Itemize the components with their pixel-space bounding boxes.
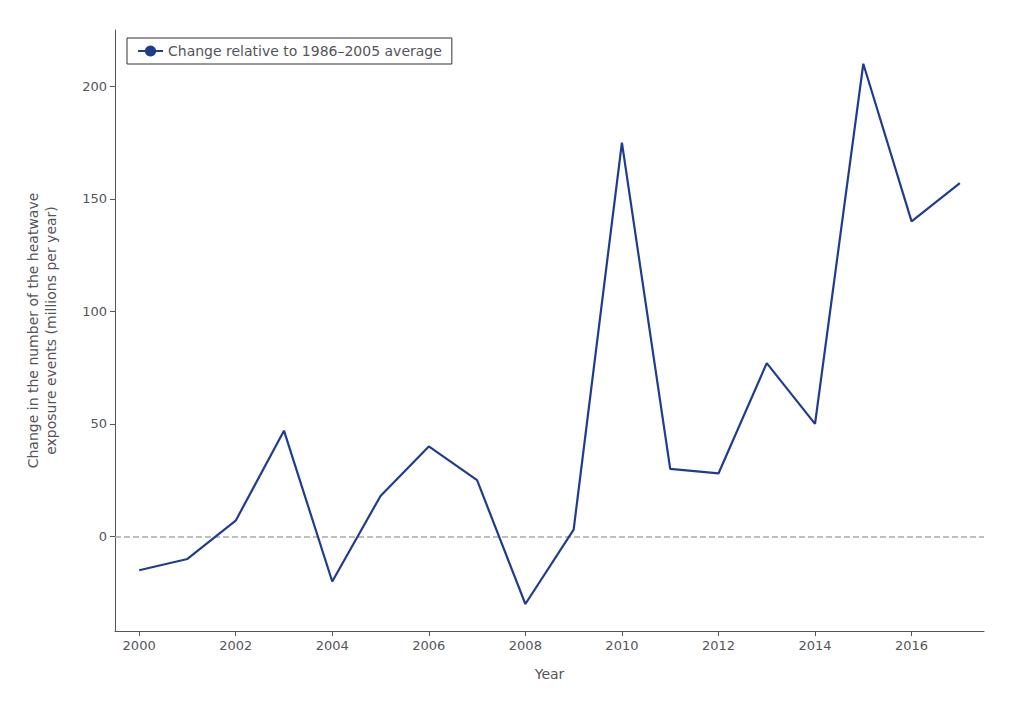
svg-text:exposure events (millions per: exposure events (millions per year) — [43, 206, 59, 455]
svg-text:0: 0 — [99, 529, 107, 544]
svg-text:50: 50 — [90, 416, 107, 431]
svg-text:2006: 2006 — [412, 638, 445, 653]
svg-text:150: 150 — [82, 191, 107, 206]
svg-text:2002: 2002 — [219, 638, 252, 653]
svg-text:Year: Year — [534, 666, 565, 682]
svg-text:Change relative to 1986–2005 a: Change relative to 1986–2005 average — [168, 43, 442, 59]
svg-text:2010: 2010 — [605, 638, 638, 653]
svg-text:100: 100 — [82, 304, 107, 319]
svg-text:200: 200 — [82, 79, 107, 94]
svg-text:2000: 2000 — [123, 638, 156, 653]
svg-text:2016: 2016 — [895, 638, 928, 653]
svg-text:Change in the number of the he: Change in the number of the heatwave — [25, 193, 41, 469]
svg-text:2014: 2014 — [798, 638, 831, 653]
svg-text:2008: 2008 — [509, 638, 542, 653]
svg-text:2004: 2004 — [316, 638, 349, 653]
svg-text:2012: 2012 — [702, 638, 735, 653]
